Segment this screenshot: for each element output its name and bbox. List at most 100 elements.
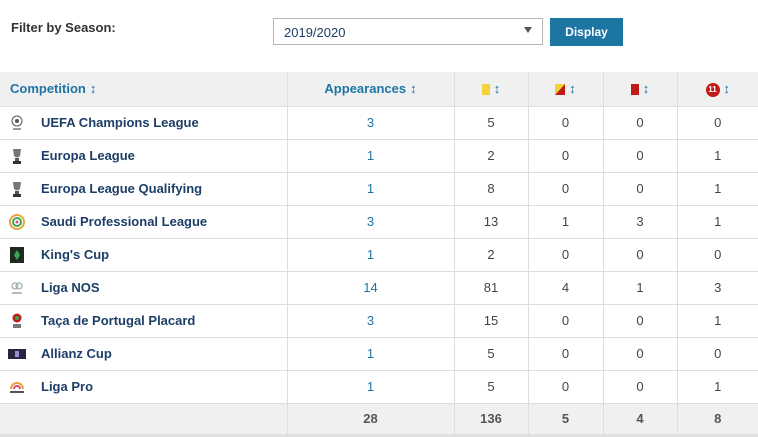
competition-link[interactable]: Liga Pro — [41, 379, 94, 394]
display-button[interactable]: Display — [550, 18, 623, 46]
table-row: Europa League Qualifying 1 8 0 0 1 — [0, 172, 758, 206]
sort-icon: ↕ — [569, 81, 576, 97]
appearances-link[interactable]: 1 — [286, 238, 454, 272]
allianz-cup-logo-icon — [8, 344, 26, 364]
yellow-red-card-icon — [555, 84, 566, 96]
filter-label: Filter by Season: — [11, 20, 116, 35]
chevron-down-icon — [524, 27, 532, 33]
appearances-link[interactable]: 3 — [286, 304, 454, 338]
appearances-link[interactable]: 1 — [286, 370, 454, 404]
penalty-goals-value: 3 — [676, 271, 758, 305]
yellow-cards-value: 2 — [453, 238, 528, 272]
yellow-card-icon — [481, 84, 490, 96]
table-header-row: Competition ↕ Appearances ↕ ↕ ↕ ↕ 11 ↕ — [0, 72, 758, 107]
competition-link[interactable]: Liga NOS — [41, 280, 100, 295]
penalty-goals-value: 1 — [676, 205, 758, 239]
yellow-cards-value: 15 — [453, 304, 528, 338]
total-red-cards: 4 — [602, 403, 677, 437]
yellow-red-cards-value: 0 — [527, 139, 603, 173]
red-cards-value: 0 — [602, 304, 677, 338]
yellow-red-cards-value: 4 — [527, 271, 603, 305]
kings-cup-logo-icon — [8, 245, 26, 265]
column-header-yellow-red-cards[interactable]: ↕ — [527, 72, 603, 107]
penalty-goals-value: 1 — [676, 304, 758, 338]
appearances-link[interactable]: 1 — [286, 172, 454, 206]
competition-link[interactable]: Allianz Cup — [41, 346, 112, 361]
competition-link[interactable]: Europa League Qualifying — [41, 181, 203, 196]
liga-nos-logo-icon — [8, 278, 26, 298]
sort-icon: ↕ — [642, 81, 650, 97]
column-header-yellow-cards[interactable]: ↕ — [453, 72, 528, 107]
table-row: King's Cup 1 2 0 0 0 — [0, 238, 758, 272]
season-selected-value: 2019/2020 — [284, 25, 346, 40]
liga-pro-logo-icon — [8, 377, 26, 397]
sort-icon: ↕ — [493, 81, 501, 97]
stats-table: Competition ↕ Appearances ↕ ↕ ↕ ↕ 11 ↕ UEFA… — [0, 72, 758, 437]
appearances-link[interactable]: 1 — [286, 139, 454, 173]
competition-link[interactable]: King's Cup — [41, 247, 110, 262]
penalty-goals-value: 1 — [676, 139, 758, 173]
champions-league-logo-icon — [8, 113, 26, 133]
red-cards-value: 1 — [602, 271, 677, 305]
red-cards-value: 0 — [602, 172, 677, 206]
yellow-cards-value: 5 — [453, 106, 528, 140]
table-row: Europa League 1 2 0 0 1 — [0, 139, 758, 173]
yellow-red-cards-value: 0 — [527, 304, 603, 338]
penalty-goals-value: 0 — [676, 238, 758, 272]
sort-icon: ↕ — [89, 81, 97, 97]
yellow-red-cards-value: 0 — [527, 172, 603, 206]
totals-row: 28 136 5 4 8 — [0, 403, 758, 437]
europa-league-logo-icon — [8, 146, 26, 166]
yellow-cards-value: 2 — [453, 139, 528, 173]
table-row: Saudi Professional League 3 13 1 3 1 — [0, 205, 758, 239]
europa-league-logo-icon — [8, 179, 26, 199]
red-card-icon — [630, 84, 639, 96]
penalty-goals-value: 0 — [676, 337, 758, 371]
yellow-red-cards-value: 0 — [527, 337, 603, 371]
red-cards-value: 0 — [602, 337, 677, 371]
column-header-competition[interactable]: Competition ↕ — [0, 72, 287, 107]
appearances-link[interactable]: 14 — [286, 271, 454, 305]
table-row: Liga Pro 1 5 0 0 1 — [0, 370, 758, 404]
total-yellow-red-cards: 5 — [527, 403, 603, 437]
yellow-cards-value: 5 — [453, 370, 528, 404]
yellow-red-cards-value: 0 — [527, 106, 603, 140]
penalty-goals-value: 0 — [676, 106, 758, 140]
competition-link[interactable]: Taça de Portugal Placard — [41, 313, 196, 328]
red-cards-value: 0 — [602, 139, 677, 173]
red-cards-value: 3 — [602, 205, 677, 239]
appearances-header-label: Appearances — [324, 81, 407, 97]
penalty-goals-value: 1 — [676, 172, 758, 206]
competition-link[interactable]: Europa League — [41, 148, 135, 163]
table-row: Allianz Cup 1 5 0 0 0 — [0, 337, 758, 371]
saudi-league-logo-icon — [8, 212, 26, 232]
total-appearances: 28 — [286, 403, 454, 437]
total-yellow-cards: 136 — [453, 403, 528, 437]
column-header-red-cards[interactable]: ↕ — [602, 72, 677, 107]
season-select[interactable]: 2019/2020 — [273, 18, 543, 45]
sort-icon: ↕ — [410, 81, 417, 97]
yellow-red-cards-value: 1 — [527, 205, 603, 239]
penalty-goals-value: 1 — [676, 370, 758, 404]
total-penalty-goals: 8 — [676, 403, 758, 437]
appearances-link[interactable]: 1 — [286, 337, 454, 371]
competition-header-label: Competition — [10, 81, 86, 97]
table-row: Liga NOS 14 81 4 1 3 — [0, 271, 758, 305]
column-header-appearances[interactable]: Appearances ↕ — [286, 72, 454, 107]
table-row: Taça de Portugal Placard 3 15 0 0 1 — [0, 304, 758, 338]
table-row: UEFA Champions League 3 5 0 0 0 — [0, 106, 758, 140]
red-cards-value: 0 — [602, 370, 677, 404]
yellow-cards-value: 13 — [453, 205, 528, 239]
appearances-link[interactable]: 3 — [286, 106, 454, 140]
yellow-cards-value: 81 — [453, 271, 528, 305]
penalty-icon: 11 — [705, 82, 720, 97]
appearances-link[interactable]: 3 — [286, 205, 454, 239]
competition-link[interactable]: UEFA Champions League — [41, 115, 199, 130]
stats-table-body: UEFA Champions League 3 5 0 0 0 Europa L… — [0, 106, 758, 404]
filter-bar: Filter by Season: 2019/2020 Display — [0, 0, 758, 72]
competition-link[interactable]: Saudi Professional League — [41, 214, 208, 229]
yellow-red-cards-value: 0 — [527, 370, 603, 404]
column-header-penalty-goals[interactable]: 11 ↕ — [676, 72, 758, 107]
yellow-cards-value: 8 — [453, 172, 528, 206]
taca-de-portugal-logo-icon — [8, 311, 26, 331]
